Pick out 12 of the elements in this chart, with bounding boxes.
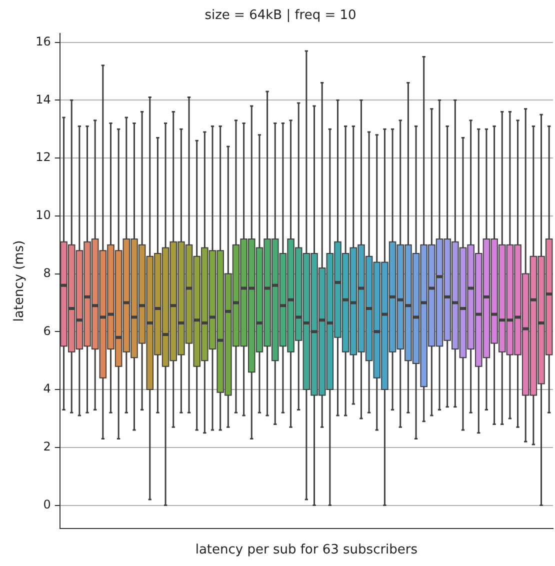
- y-tick-label: 0: [43, 497, 51, 512]
- y-tick-label: 4: [43, 382, 51, 396]
- x-axis-title: latency per sub for 63 subscribers: [195, 542, 418, 558]
- y-tick-label: 2: [43, 440, 51, 454]
- y-tick-label: 14: [36, 92, 51, 106]
- chart-title: size = 64kB | freq = 10: [204, 8, 356, 24]
- y-tick-label: 10: [36, 208, 51, 222]
- y-tick-label: 16: [36, 34, 51, 48]
- y-axis-title: latency (ms): [12, 240, 28, 322]
- y-tick-label: 6: [43, 324, 51, 338]
- y-tick-label: 8: [43, 266, 51, 280]
- y-tick-label: 12: [36, 150, 51, 164]
